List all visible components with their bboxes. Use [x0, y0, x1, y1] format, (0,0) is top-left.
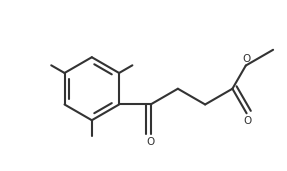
Text: O: O	[146, 137, 155, 147]
Text: O: O	[242, 54, 251, 64]
Text: O: O	[243, 116, 251, 126]
